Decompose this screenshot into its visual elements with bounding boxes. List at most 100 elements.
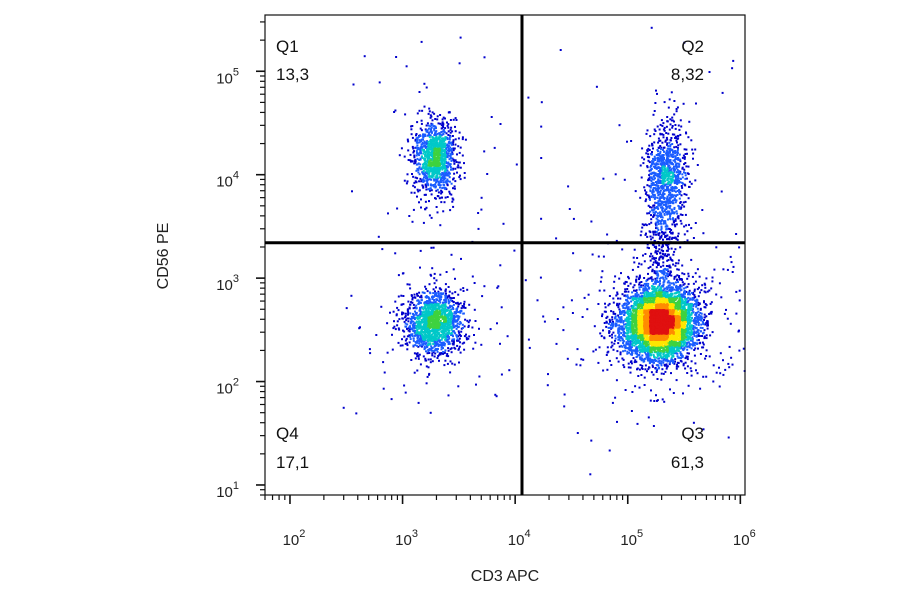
event-dot (641, 147, 644, 150)
event-dot (442, 183, 445, 186)
event-dot (426, 375, 429, 378)
event-dot (451, 292, 454, 295)
event-dot (625, 304, 628, 307)
event-dot (666, 274, 669, 277)
event-dot (430, 303, 433, 306)
event-dot (414, 322, 416, 325)
event-dot (430, 333, 433, 336)
event-dot (655, 230, 658, 233)
event-dot (446, 340, 449, 343)
event-dot (473, 282, 476, 284)
event-dot (428, 301, 431, 304)
event-dot (429, 358, 432, 361)
event-dot (641, 301, 643, 304)
event-dot (683, 339, 686, 342)
event-dot (662, 271, 665, 274)
event-dot (450, 157, 453, 160)
event-dot (662, 195, 665, 198)
event-dot (664, 274, 667, 277)
event-dot (424, 152, 427, 155)
event-dot (669, 175, 672, 178)
event-dot (657, 141, 660, 144)
event-dot (679, 133, 682, 136)
event-dot (417, 171, 420, 174)
event-dot (663, 176, 666, 179)
event-dot (418, 324, 421, 327)
event-dot (635, 279, 637, 282)
event-dot (660, 289, 663, 292)
event-dot (436, 177, 439, 180)
event-dot (677, 175, 680, 178)
event-dot (613, 342, 616, 345)
event-dot (414, 334, 417, 336)
event-dot (443, 351, 446, 354)
event-dot (631, 349, 634, 352)
event-dot (425, 296, 428, 299)
event-dot (449, 149, 452, 152)
event-dot (434, 197, 437, 200)
event-dot (425, 313, 428, 315)
event-dot (449, 319, 452, 322)
event-dot (438, 132, 441, 135)
event-dot (638, 286, 641, 289)
event-dot (695, 334, 698, 337)
event-dot (445, 188, 448, 191)
event-dot (424, 334, 427, 337)
event-dot (442, 173, 445, 176)
event-dot (680, 353, 683, 355)
event-dot (669, 160, 672, 163)
event-dot (623, 366, 626, 369)
event-dot (654, 196, 657, 199)
event-dot (686, 365, 689, 368)
event-dot (652, 261, 655, 264)
event-dot (622, 331, 625, 334)
event-dot (681, 186, 684, 189)
event-dot (391, 333, 393, 336)
event-dot (443, 143, 446, 146)
event-dot (697, 339, 700, 341)
event-dot (679, 190, 682, 193)
event-dot (433, 308, 436, 311)
event-dot (449, 172, 451, 175)
event-dot (640, 286, 643, 288)
event-dot (672, 392, 675, 394)
event-dot (666, 234, 669, 237)
event-dot (682, 348, 685, 351)
event-dot (632, 305, 634, 308)
event-dot (663, 212, 666, 215)
event-dot (407, 313, 409, 316)
event-dot (440, 166, 443, 169)
event-dot (443, 178, 446, 181)
event-dot (418, 323, 421, 326)
event-dot (617, 338, 620, 341)
event-dot (669, 118, 672, 121)
event-dot (436, 195, 439, 197)
event-dot (438, 133, 441, 136)
event-dot (678, 276, 680, 279)
event-dot (644, 253, 647, 255)
event-dot (653, 163, 656, 166)
event-dot (427, 308, 430, 311)
event-dot (452, 205, 455, 208)
event-dot (444, 138, 447, 141)
event-dot (444, 146, 447, 149)
event-dot (612, 348, 615, 351)
event-dot (405, 337, 408, 340)
event-dot (404, 342, 407, 345)
event-dot (626, 320, 629, 323)
event-dot (444, 334, 447, 336)
event-dot (653, 197, 656, 200)
event-dot (728, 366, 731, 369)
event-dot (640, 374, 643, 376)
event-dot (731, 67, 734, 70)
event-dot (695, 327, 698, 330)
event-dot (423, 193, 426, 196)
event-dot (670, 162, 673, 165)
event-dot (465, 333, 467, 336)
event-dot (636, 346, 638, 349)
event-dot (672, 352, 675, 355)
event-dot (428, 131, 431, 134)
event-dot (646, 194, 649, 197)
event-dot (658, 176, 661, 179)
